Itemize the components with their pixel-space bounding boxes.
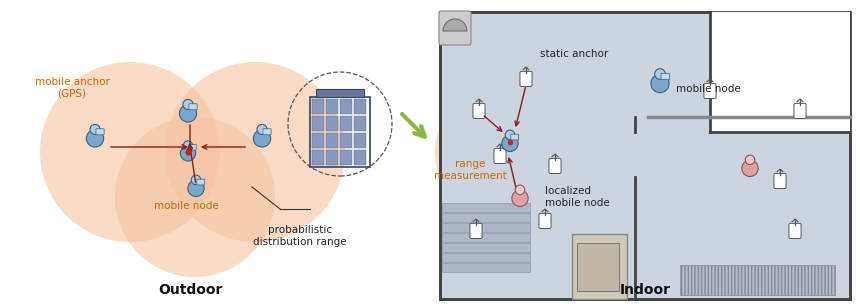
FancyBboxPatch shape xyxy=(789,223,801,239)
Circle shape xyxy=(502,135,518,152)
Bar xyxy=(442,243,530,252)
Text: static anchor: static anchor xyxy=(540,49,609,59)
FancyBboxPatch shape xyxy=(96,129,104,135)
Bar xyxy=(340,133,352,148)
Text: localized
mobile node: localized mobile node xyxy=(545,186,609,208)
Circle shape xyxy=(746,155,755,165)
FancyBboxPatch shape xyxy=(539,213,551,228)
Bar xyxy=(354,150,366,165)
Circle shape xyxy=(655,69,665,79)
Bar xyxy=(340,116,352,131)
Bar xyxy=(312,133,324,148)
FancyBboxPatch shape xyxy=(470,223,482,239)
Circle shape xyxy=(191,175,201,185)
Circle shape xyxy=(435,82,575,222)
Wedge shape xyxy=(443,19,467,31)
FancyBboxPatch shape xyxy=(439,11,471,45)
Circle shape xyxy=(742,160,758,177)
Text: range
measurement: range measurement xyxy=(434,159,507,181)
Bar xyxy=(442,213,530,222)
Text: mobile node: mobile node xyxy=(676,84,740,94)
Circle shape xyxy=(181,146,196,161)
Bar xyxy=(354,99,366,114)
Circle shape xyxy=(512,190,528,207)
Bar xyxy=(326,150,338,165)
Bar xyxy=(710,12,850,132)
Bar xyxy=(326,116,338,131)
Text: probabilistic
distribution range: probabilistic distribution range xyxy=(253,225,347,247)
Circle shape xyxy=(165,62,345,242)
FancyBboxPatch shape xyxy=(511,134,519,140)
Text: mobile node: mobile node xyxy=(153,201,218,211)
Circle shape xyxy=(90,124,100,134)
FancyBboxPatch shape xyxy=(774,173,786,188)
Circle shape xyxy=(187,180,205,196)
Circle shape xyxy=(460,122,590,252)
Bar xyxy=(440,12,850,299)
FancyBboxPatch shape xyxy=(263,129,271,135)
Circle shape xyxy=(115,117,275,277)
Bar xyxy=(326,133,338,148)
Bar xyxy=(312,150,324,165)
Text: Outdoor: Outdoor xyxy=(158,283,223,297)
Circle shape xyxy=(40,62,220,242)
Circle shape xyxy=(86,130,104,147)
Circle shape xyxy=(651,74,669,93)
Bar xyxy=(442,253,530,262)
Bar xyxy=(442,223,530,232)
Circle shape xyxy=(458,40,602,184)
Bar xyxy=(442,233,530,242)
Bar xyxy=(680,265,835,295)
Bar xyxy=(577,243,619,291)
Circle shape xyxy=(505,130,514,140)
FancyBboxPatch shape xyxy=(189,145,196,150)
Bar xyxy=(312,116,324,131)
FancyBboxPatch shape xyxy=(189,104,197,110)
Text: Indoor: Indoor xyxy=(620,283,670,297)
FancyBboxPatch shape xyxy=(704,84,716,99)
Bar xyxy=(354,116,366,131)
FancyBboxPatch shape xyxy=(794,103,806,119)
Bar xyxy=(326,99,338,114)
Bar xyxy=(316,89,364,97)
FancyBboxPatch shape xyxy=(661,73,669,80)
FancyBboxPatch shape xyxy=(494,148,506,164)
FancyBboxPatch shape xyxy=(549,158,561,173)
Bar xyxy=(442,203,530,212)
FancyBboxPatch shape xyxy=(197,179,205,185)
Text: mobile anchor
(GPS): mobile anchor (GPS) xyxy=(34,77,110,99)
Circle shape xyxy=(253,130,270,147)
Circle shape xyxy=(257,124,267,134)
Circle shape xyxy=(515,185,525,195)
Circle shape xyxy=(180,105,197,122)
Bar xyxy=(572,234,627,299)
Bar xyxy=(310,97,370,167)
Bar xyxy=(312,99,324,114)
FancyBboxPatch shape xyxy=(520,71,532,87)
FancyBboxPatch shape xyxy=(473,103,485,119)
Circle shape xyxy=(183,141,193,150)
Bar xyxy=(442,263,530,272)
Circle shape xyxy=(183,99,193,110)
Bar xyxy=(340,150,352,165)
Bar xyxy=(354,133,366,148)
Bar xyxy=(340,99,352,114)
